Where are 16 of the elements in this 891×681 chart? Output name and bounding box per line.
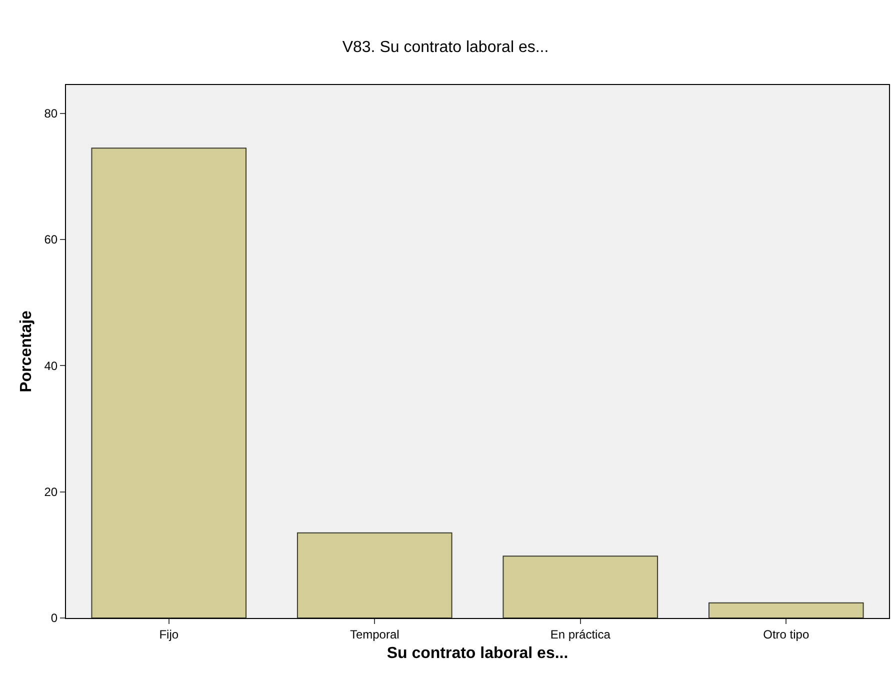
y-tick-label: 60 [44,232,58,247]
x-tick-label: Otro tipo [763,627,810,642]
x-axis-title: Su contrato laboral es... [386,645,568,662]
bar [708,602,864,618]
y-tick-label: 40 [44,358,58,373]
x-tick-label: En práctica [550,627,611,642]
bar [296,532,452,618]
chart-title: V83. Su contrato laboral es... [342,39,549,56]
x-tick-label: Temporal [350,627,400,642]
y-tick-label: 20 [44,485,58,500]
bar [502,556,658,618]
x-tick-label: Fijo [159,627,179,642]
bar [91,148,247,618]
y-axis-title: Porcentaje [18,310,36,392]
y-tick-label: 80 [44,106,58,121]
y-tick-label: 0 [50,611,58,626]
